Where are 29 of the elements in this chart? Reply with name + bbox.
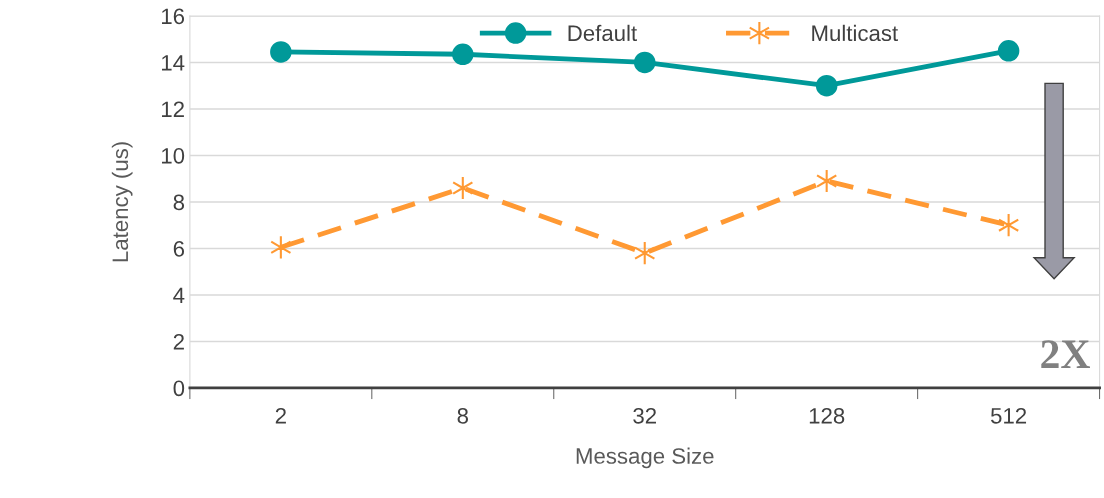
- y-tick-label: 2: [173, 333, 184, 350]
- y-tick-label: 14: [162, 55, 185, 71]
- x-tick-label: 8: [457, 407, 469, 424]
- y-tick-label: 6: [173, 240, 185, 257]
- y-tick-label: 4: [173, 287, 185, 303]
- x-axis-title: Message Size: [576, 447, 714, 469]
- y-tick-label: 0: [173, 380, 185, 397]
- point: [452, 175, 474, 201]
- legend-label: Multicast: [812, 24, 898, 42]
- point: [816, 168, 838, 194]
- x-tick-label: 2: [275, 407, 286, 424]
- y-tick-label: 10: [162, 147, 185, 164]
- y-tick-label: 8: [173, 194, 185, 211]
- x-tick-label: 512: [990, 407, 1027, 424]
- y-tick-label: 16: [162, 8, 185, 25]
- point: [633, 51, 656, 74]
- x-tick-label: 32: [633, 407, 656, 424]
- point: [997, 40, 1020, 62]
- legend-label: Default: [568, 24, 637, 42]
- point: [452, 43, 474, 66]
- y-axis-title: Latency (us): [111, 142, 133, 262]
- point: [815, 74, 838, 97]
- annotation: 2X: [1041, 340, 1090, 368]
- point: [270, 235, 292, 260]
- point: [270, 41, 292, 63]
- y-tick-label: 12: [162, 101, 184, 117]
- point: [997, 213, 1020, 238]
- point: [634, 240, 656, 266]
- x-tick-label: 128: [809, 407, 845, 424]
